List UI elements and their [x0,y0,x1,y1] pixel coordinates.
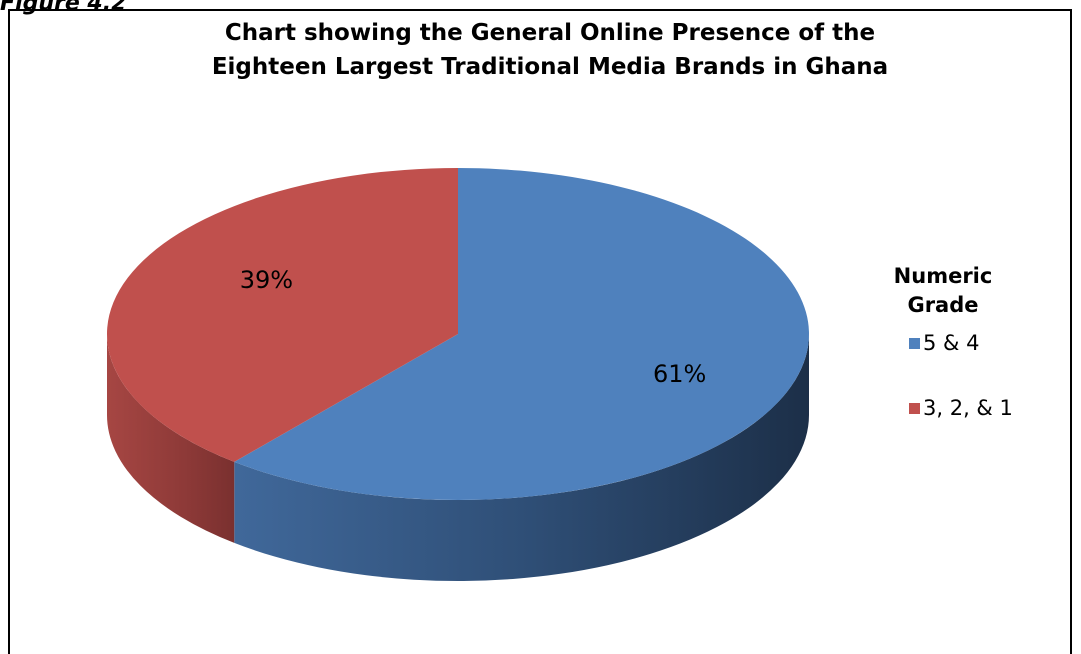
legend-label: 5 & 4 [923,331,980,355]
legend-swatch-red [909,402,920,414]
pie-slice-1 [107,168,459,462]
legend-item-3-2-and-1: 3, 2, & 1 [909,396,1013,420]
slice-data-label-1: 39% [240,266,293,294]
legend-title: Numeric Grade [868,262,1018,320]
legend-swatch-blue [909,337,920,349]
figure-caption: Figure 4.2 [0,0,127,16]
pie-slice-0 [234,168,810,500]
chart-title-line-1: Chart showing the General Online Presenc… [224,20,876,46]
pie-side-1 [107,334,235,543]
legend-title-line-1: Numeric [893,264,993,288]
legend-label: 3, 2, & 1 [923,396,1013,420]
chart-frame [8,9,1072,654]
slice-data-label-0: 61% [653,360,706,388]
legend-title-line-2: Grade [907,293,979,317]
legend-item-5-and-4: 5 & 4 [909,331,979,355]
pie-side-0 [234,334,810,581]
chart-title-line-2: Eighteen Largest Traditional Media Brand… [211,54,889,80]
chart-title: Chart showing the General Online Presenc… [0,16,1081,84]
